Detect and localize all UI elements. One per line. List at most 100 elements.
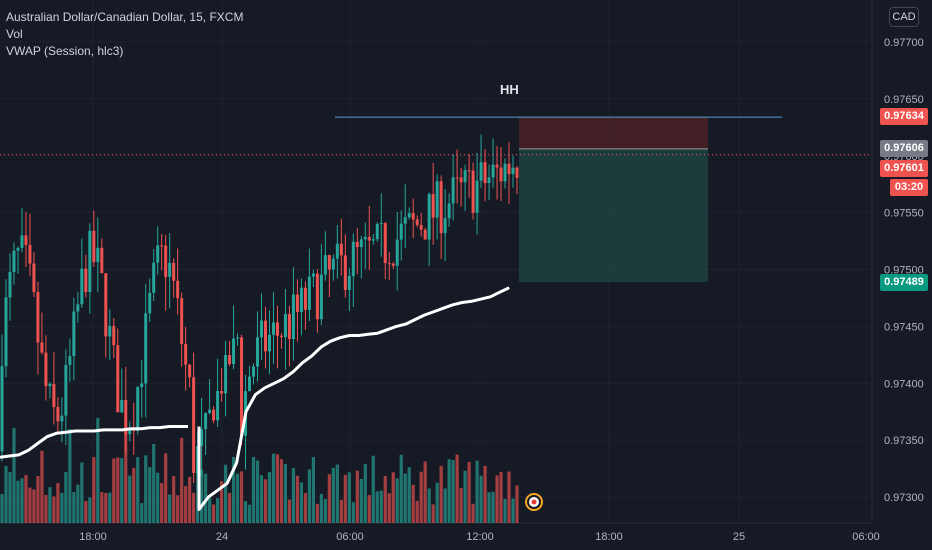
candle-body [287,314,291,339]
volume-bar [355,470,359,523]
candle-body [120,400,124,413]
candle-body [116,345,120,413]
candle-body [140,383,144,388]
volume-bar [427,488,431,523]
volume-bar [60,492,64,523]
candle-body [467,170,471,172]
volume-bar [399,454,403,523]
volume-bar [351,502,355,523]
volume-bar [463,470,467,523]
x-tick-label: 12:00 [466,531,494,543]
candle-body [391,263,395,266]
volume-bar [80,462,84,523]
volume-bar [84,500,88,523]
volume-bar [104,492,108,523]
volume-bar [363,463,367,523]
candle-body [44,352,48,387]
candle-body [28,244,32,264]
volume-bar [383,475,387,523]
candle-body [327,255,331,270]
candle-body [503,163,507,182]
candle-body [379,223,383,225]
candle-body [200,429,204,447]
position-zones[interactable] [519,117,708,283]
volume-bar [507,471,511,523]
grid-lines [0,0,873,524]
volume-bar [48,487,52,523]
candle-body [12,250,16,272]
volume-bar [112,458,116,523]
candle-body [168,262,172,278]
volume-bar [40,450,44,523]
volume-bar [188,476,192,523]
volume-bar [211,504,216,523]
volume-bar [271,453,276,523]
x-tick-label: 06:00 [336,531,364,543]
hh-annotation-label[interactable]: HH [500,82,519,97]
volume-bar [231,456,236,523]
volume-bar [291,468,296,523]
y-tick-label: 0.97650 [884,94,924,106]
price-axis[interactable]: 0.977000.976500.976000.975500.975000.974… [884,37,924,504]
volume-bar [8,471,12,523]
candle-body [176,280,180,299]
volume-bar [335,464,339,523]
volume-bar [263,479,268,523]
countdown-tag: 03:20 [890,179,928,196]
vwap-line [0,286,510,511]
volume-bar [172,476,176,523]
vol-indicator-label[interactable]: Vol [6,27,23,41]
x-tick-label: 25 [733,531,745,543]
volume-bars [0,417,519,523]
volume-bar [419,471,423,523]
candle-body [8,271,12,298]
volume-bar [44,494,48,523]
candle-body [319,274,323,320]
volume-bar [28,487,32,523]
volume-bar [120,458,124,523]
event-flag-icon[interactable] [525,493,543,511]
candle-body [295,294,299,312]
volume-bar [451,459,455,523]
candle-body [507,163,511,175]
vwap-indicator-label[interactable]: VWAP (Session, hlc3) [6,44,124,58]
take-profit-zone[interactable] [519,148,708,283]
candle-body [411,213,415,220]
candle-body [403,217,407,224]
candle-body [36,291,40,343]
volume-bar [303,492,308,523]
volume-bar [343,474,347,523]
bid-price-tag: 0.97601 [880,160,928,177]
stop-price-tag: 0.97489 [880,274,928,291]
candle-body [415,219,419,225]
symbol-title[interactable]: Australian Dollar/Canadian Dollar, 15, F… [6,10,244,24]
volume-bar [32,489,36,523]
candle-body [375,224,379,240]
target-price-tag: 0.97634 [880,108,928,125]
volume-bar [156,472,160,523]
volume-bar [295,475,300,523]
volume-bar [192,492,196,523]
candle-body [180,298,184,345]
volume-bar [487,492,491,523]
candle-body [331,258,335,270]
volume-bar [379,490,383,523]
volume-bar [128,475,132,523]
stop-loss-zone[interactable] [519,117,708,149]
candle-body [395,239,399,266]
volume-bar [443,488,447,523]
volume-bar [275,454,280,523]
volume-bar [439,465,443,523]
volume-bar [391,472,395,523]
time-axis[interactable]: 18:00 24 06:00 12:00 18:00 25 06:00 [79,531,880,543]
volume-bar [144,455,148,523]
volume-bar [168,494,172,523]
volume-bar [503,498,507,523]
volume-bar [227,493,232,523]
volume-bar [100,492,104,523]
candle-body [248,376,252,392]
currency-badge[interactable]: CAD [889,7,919,27]
candle-body [275,322,279,336]
candle-body [252,366,256,377]
